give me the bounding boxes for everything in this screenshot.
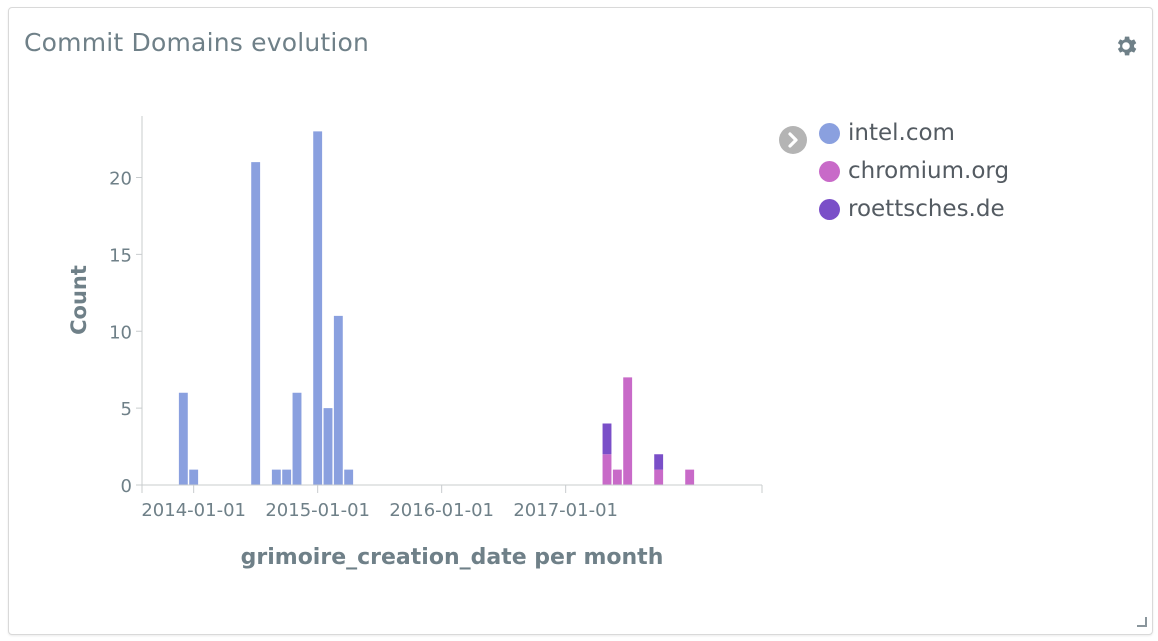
y-axis-label: Count — [67, 265, 91, 335]
legend-item-chromium-org[interactable]: chromium.org — [819, 156, 1009, 186]
x-ticks: 2014-01-01 2015-01-01 2016-01-01 2017-01-01 — [141, 485, 763, 521]
legend-label: intel.com — [848, 120, 955, 146]
bar-intel-com-2014-01-01[interactable] — [189, 469, 199, 485]
resize-handle-icon[interactable] — [1134, 614, 1148, 628]
legend-toggle[interactable] — [779, 126, 807, 154]
bars-layer — [178, 131, 695, 485]
bar-chromium-org-2017-07-01[interactable] — [623, 377, 633, 485]
bar-roettsches-de-2017-05-01[interactable] — [602, 423, 612, 455]
bar-intel-com-2015-04-01[interactable] — [344, 469, 354, 485]
bar-chromium-org-2017-05-01[interactable] — [602, 454, 612, 485]
gear-icon[interactable] — [1113, 33, 1139, 59]
bar-intel-com-2014-11-01[interactable] — [292, 392, 302, 485]
x-tick-label: 2016-01-01 — [389, 500, 494, 521]
legend-color-dot — [819, 198, 840, 220]
chevron-right-icon — [788, 132, 798, 148]
visualization-panel: Commit Domains evolution 0 5 10 15 20 2014-0… — [8, 7, 1153, 635]
y-tick-label: 20 — [109, 169, 132, 190]
y-ticks: 0 5 10 15 20 — [109, 169, 142, 497]
bar-intel-com-2015-03-01[interactable] — [333, 315, 343, 485]
x-tick-label: 2014-01-01 — [141, 500, 246, 521]
legend-item-intel-com[interactable]: intel.com — [819, 118, 955, 148]
bar-intel-com-2014-09-01[interactable] — [271, 469, 281, 485]
bar-intel-com-2015-01-01[interactable] — [313, 131, 323, 485]
legend-color-dot — [819, 160, 840, 182]
legend-item-roettsches-de[interactable]: roettsches.de — [819, 194, 1005, 224]
bar-chromium-org-2017-10-01[interactable] — [654, 469, 664, 485]
bar-intel-com-2014-07-01[interactable] — [251, 162, 261, 485]
y-tick-label: 10 — [109, 322, 132, 343]
bar-intel-com-2014-10-01[interactable] — [282, 469, 292, 485]
bar-roettsches-de-2017-10-01[interactable] — [654, 454, 664, 470]
panel-title: Commit Domains evolution — [24, 28, 370, 57]
y-tick-label: 15 — [109, 245, 132, 266]
bar-intel-com-2015-02-01[interactable] — [323, 408, 333, 485]
bar-chromium-org-2017-06-01[interactable] — [612, 469, 622, 485]
bar-chromium-org-2018-01-01[interactable] — [685, 469, 695, 485]
x-axis-label: grimoire_creation_date per month — [241, 545, 664, 570]
legend-color-dot — [819, 122, 840, 144]
bar-intel-com-2013-12-01[interactable] — [178, 392, 188, 485]
x-tick-label: 2017-01-01 — [513, 500, 618, 521]
legend-label: chromium.org — [848, 158, 1010, 184]
y-tick-label: 5 — [121, 399, 132, 420]
y-tick-label: 0 — [121, 476, 132, 497]
legend-label: roettsches.de — [848, 196, 1005, 222]
x-tick-label: 2015-01-01 — [265, 500, 370, 521]
